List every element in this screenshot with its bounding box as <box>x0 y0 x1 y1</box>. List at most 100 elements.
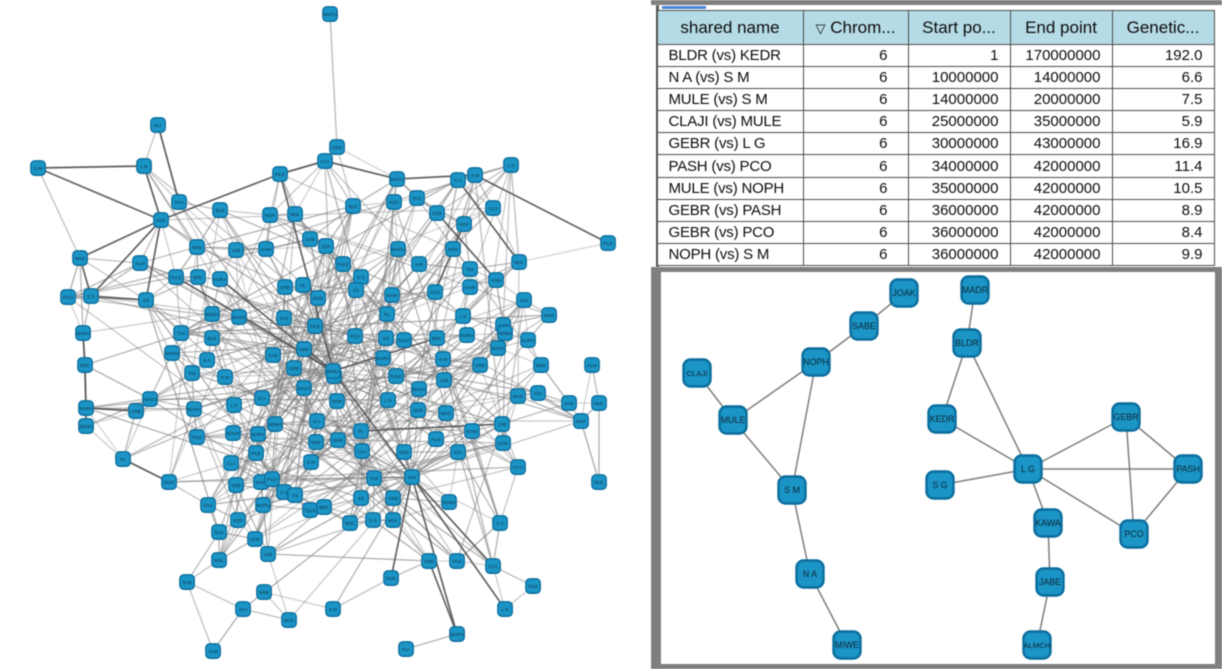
svg-text:PL: PL <box>384 312 390 317</box>
svg-text:PAS: PAS <box>204 503 213 508</box>
svg-text:N A: N A <box>203 358 211 363</box>
svg-text:MARA: MARA <box>187 407 201 412</box>
svg-text:DOR: DOR <box>313 296 324 301</box>
svg-text:S G: S G <box>357 275 365 280</box>
svg-text:MIW: MIW <box>536 363 546 368</box>
svg-text:GRB: GRB <box>388 496 398 501</box>
svg-text:SS: SS <box>292 493 298 498</box>
svg-text:MAPU: MAPU <box>412 387 425 392</box>
svg-text:N A: N A <box>402 647 410 652</box>
svg-text:PILE: PILE <box>275 172 285 177</box>
svg-text:PCO: PCO <box>513 465 523 470</box>
svg-text:KED: KED <box>233 518 243 523</box>
svg-text:MAPU: MAPU <box>165 351 178 356</box>
svg-text:DOR: DOR <box>332 399 343 404</box>
svg-text:KAW: KAW <box>256 480 267 485</box>
svg-text:KED: KED <box>156 218 166 223</box>
svg-text:L N: L N <box>231 403 238 408</box>
svg-text:L N: L N <box>502 607 509 612</box>
svg-text:MAD: MAD <box>284 618 295 623</box>
svg-text:NOP: NOP <box>459 222 469 227</box>
svg-text:S G: S G <box>932 480 947 490</box>
svg-text:MARA: MARA <box>391 247 405 252</box>
svg-text:N A: N A <box>313 419 321 424</box>
svg-text:S M: S M <box>307 460 315 465</box>
svg-text:MAD: MAD <box>75 256 86 261</box>
svg-text:PILE: PILE <box>310 324 320 329</box>
svg-text:NAVO: NAVO <box>233 315 246 320</box>
svg-text:MUL: MUL <box>388 518 398 523</box>
svg-text:CLA: CLA <box>321 159 331 164</box>
svg-text:L N: L N <box>141 164 148 169</box>
svg-text:TAK: TAK <box>177 331 187 336</box>
svg-text:GEB: GEB <box>332 145 342 150</box>
svg-text:KED: KED <box>399 450 409 455</box>
svg-text:JOA: JOA <box>520 298 530 303</box>
svg-text:SEMA: SEMA <box>498 331 512 336</box>
svg-text:PCO: PCO <box>1124 529 1143 539</box>
svg-text:MAD: MAD <box>441 411 452 416</box>
svg-text:GEB: GEB <box>231 483 241 488</box>
svg-text:S G: S G <box>369 518 377 523</box>
svg-text:N A: N A <box>154 123 162 128</box>
svg-text:MIW: MIW <box>448 247 458 252</box>
svg-text:BLD: BLD <box>208 336 218 341</box>
svg-text:BLD: BLD <box>349 204 359 209</box>
svg-text:JAB: JAB <box>232 248 240 253</box>
svg-text:PL: PL <box>120 457 126 462</box>
svg-text:GEBR: GEBR <box>1113 412 1138 422</box>
svg-text:TAK: TAK <box>466 267 476 272</box>
svg-text:KAWA: KAWA <box>1035 518 1061 528</box>
svg-text:TULE: TULE <box>390 374 402 379</box>
svg-text:S M: S M <box>471 173 479 178</box>
svg-text:PCO: PCO <box>350 334 360 339</box>
svg-text:NAVO: NAVO <box>298 386 311 391</box>
svg-text:DOR: DOR <box>333 438 344 443</box>
svg-text:PAS: PAS <box>453 559 462 564</box>
svg-text:GRB: GRB <box>475 363 485 368</box>
svg-text:MARA: MARA <box>376 356 390 361</box>
svg-text:NOP: NOP <box>250 537 260 542</box>
svg-text:SAB: SAB <box>182 580 191 585</box>
svg-text:KURA: KURA <box>461 333 475 338</box>
svg-text:TAK: TAK <box>408 475 418 480</box>
svg-text:MAPU: MAPU <box>256 503 269 508</box>
svg-text:MARA: MARA <box>76 331 90 336</box>
svg-text:PAS: PAS <box>413 196 422 201</box>
svg-text:KAW: KAW <box>387 293 398 298</box>
svg-text:KURA: KURA <box>214 277 228 282</box>
svg-text:MAPU: MAPU <box>390 177 403 182</box>
svg-text:ALM: ALM <box>587 363 597 368</box>
svg-text:PAS: PAS <box>280 316 289 321</box>
svg-text:S M: S M <box>221 375 229 380</box>
svg-text:BRC: BRC <box>193 275 203 280</box>
svg-text:TAK: TAK <box>188 371 198 376</box>
svg-text:GEB: GEB <box>424 559 434 564</box>
svg-text:SEMA: SEMA <box>205 312 219 317</box>
svg-text:SS: SS <box>383 336 389 341</box>
svg-text:MARA: MARA <box>326 369 340 374</box>
svg-text:SS: SS <box>353 288 359 293</box>
svg-text:TULE: TULE <box>337 262 349 267</box>
svg-text:SAB: SAB <box>305 237 314 242</box>
svg-text:KURA: KURA <box>80 406 94 411</box>
svg-text:MAD: MAD <box>513 394 524 399</box>
svg-text:NOP: NOP <box>576 419 586 424</box>
svg-text:JAB: JAB <box>440 378 448 383</box>
svg-text:CLA: CLA <box>489 206 499 211</box>
svg-text:NOPH: NOPH <box>803 357 829 367</box>
svg-text:PILE: PILE <box>528 584 538 589</box>
svg-text:PL: PL <box>358 429 364 434</box>
svg-text:BLD: BLD <box>216 208 226 213</box>
svg-text:NAVO: NAVO <box>227 431 240 436</box>
svg-text:N A: N A <box>803 569 817 579</box>
svg-text:NAVO: NAVO <box>144 397 157 402</box>
svg-text:NAVO: NAVO <box>492 346 505 351</box>
svg-text:N A: N A <box>258 396 266 401</box>
svg-text:CLA: CLA <box>489 564 499 569</box>
svg-text:PCO: PCO <box>430 290 440 295</box>
svg-text:GEB: GEB <box>432 211 442 216</box>
svg-text:GRB: GRB <box>280 285 290 290</box>
svg-text:ALM: ALM <box>208 649 218 654</box>
svg-text:PCO: PCO <box>267 477 277 482</box>
